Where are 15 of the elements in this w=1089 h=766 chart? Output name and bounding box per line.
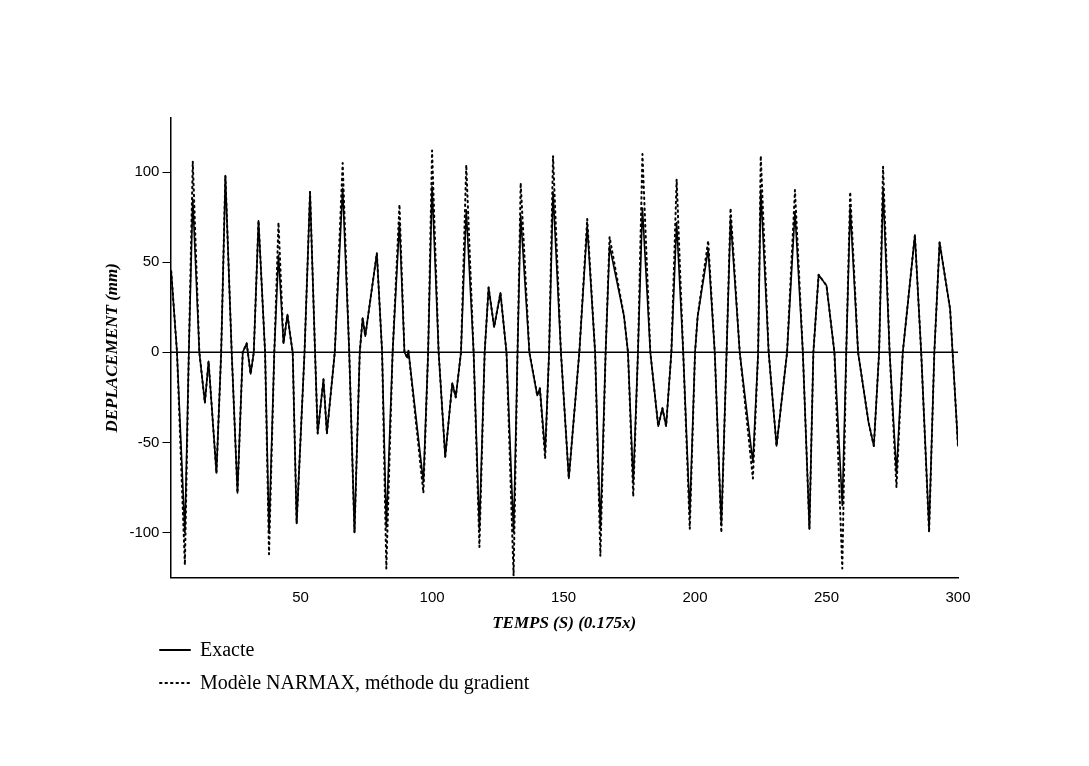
legend-label: Modèle NARMAX, méthode du gradient bbox=[200, 671, 530, 694]
y-axis-title: DEPLACEMENT (mm) bbox=[101, 263, 121, 434]
y-tick-label: -100 bbox=[129, 522, 160, 540]
x-axis-title: TEMPS (S) (0.175x) bbox=[492, 613, 637, 633]
x-tick-label: 150 bbox=[551, 587, 577, 605]
x-tick-label: 250 bbox=[814, 587, 840, 605]
y-tick-label: 100 bbox=[134, 162, 160, 180]
y-tick-label: 50 bbox=[142, 252, 160, 270]
x-tick-label: 100 bbox=[419, 587, 445, 605]
y-tick-label: -50 bbox=[137, 432, 160, 450]
y-tick-label: 0 bbox=[151, 342, 160, 360]
x-tick-label: 50 bbox=[292, 587, 309, 605]
x-tick-label: 200 bbox=[682, 587, 708, 605]
x-tick-label: 300 bbox=[945, 587, 971, 605]
legend-label: Exacte bbox=[200, 638, 255, 661]
